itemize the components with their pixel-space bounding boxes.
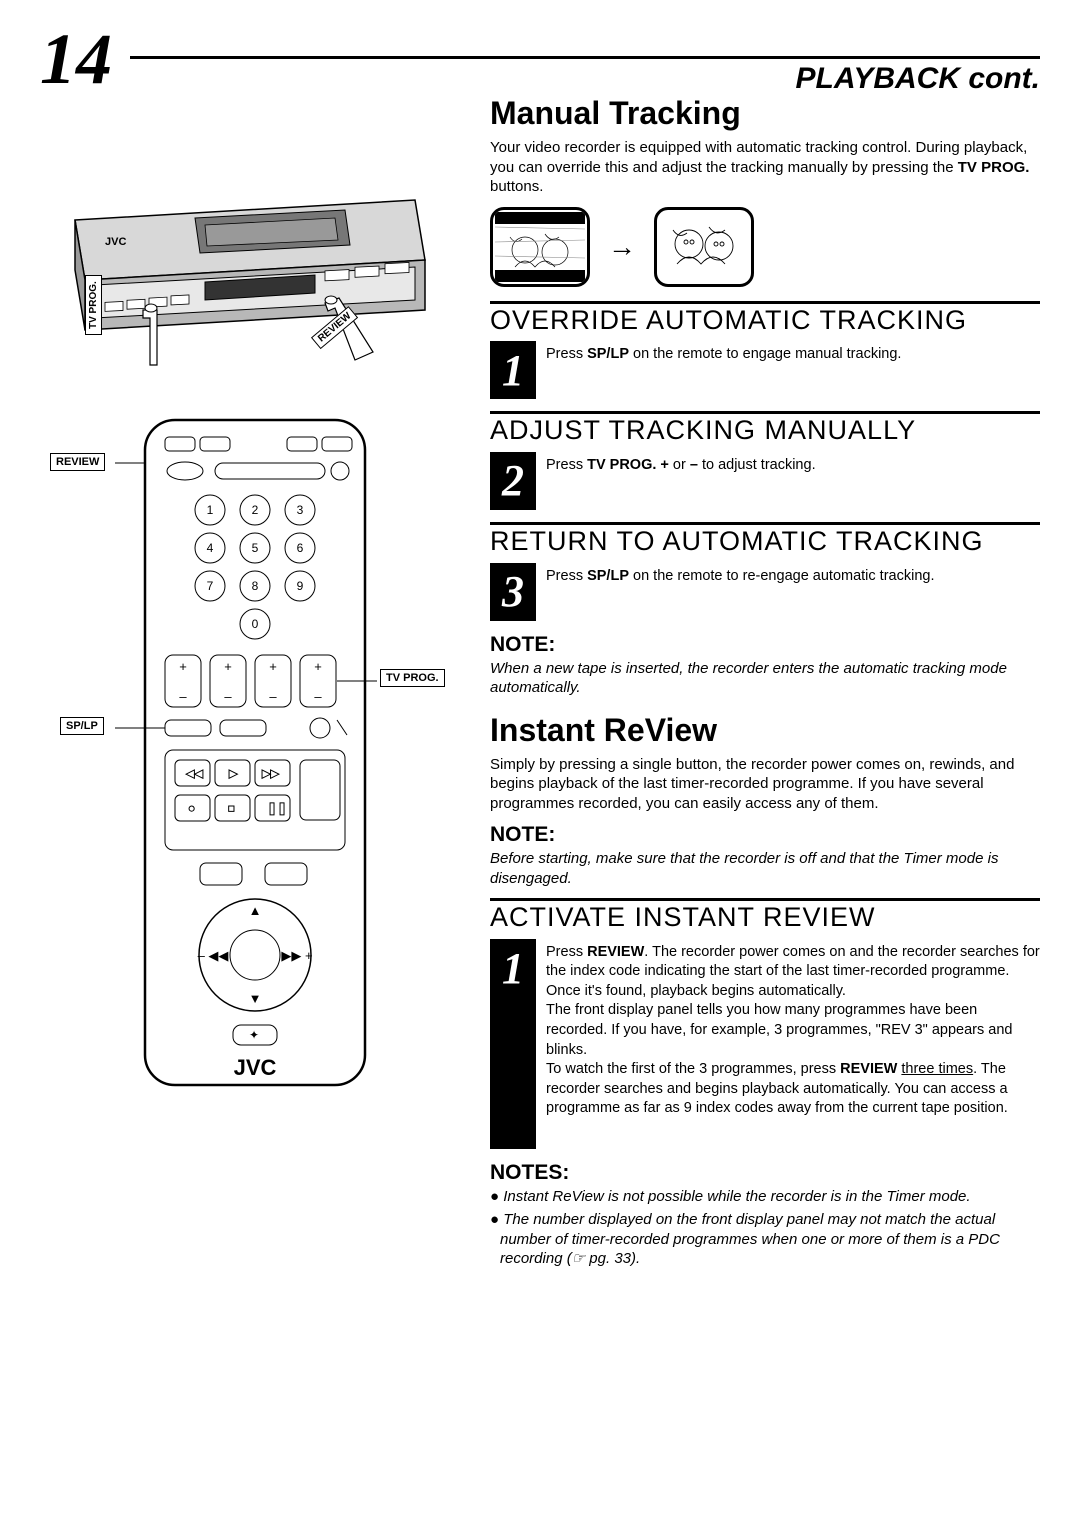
step3-number: 3	[490, 563, 536, 621]
svg-text:◀◀: ◀◀	[186, 768, 203, 780]
tv-clear-icon	[654, 207, 754, 287]
right-column: Manual Tracking Your video recorder is e…	[490, 95, 1040, 1273]
svg-text:8: 8	[252, 579, 259, 593]
page-number: 14	[40, 18, 112, 101]
step1-number: 1	[490, 341, 536, 399]
svg-text:●: ●	[188, 801, 195, 815]
svg-text:1: 1	[207, 503, 214, 517]
step3: RETURN TO AUTOMATIC TRACKING 3 Press SP/…	[490, 522, 1040, 621]
callout-tvprog-vcr: TV PROG.	[85, 275, 102, 335]
svg-text:+: +	[179, 659, 187, 674]
step1-body: Press SP/LP on the remote to engage manu…	[546, 341, 901, 365]
section1-note-text: When a new tape is inserted, the recorde…	[490, 659, 1040, 698]
section1-title: Manual Tracking	[490, 95, 1040, 132]
step2-heading: ADJUST TRACKING MANUALLY	[490, 416, 1040, 446]
svg-text:+: +	[269, 659, 277, 674]
svg-text:– ◀◀: – ◀◀	[198, 948, 229, 963]
step1-heading: OVERRIDE AUTOMATIC TRACKING	[490, 306, 1040, 336]
tv-comparison: →	[490, 207, 1040, 287]
svg-text:9: 9	[297, 579, 304, 593]
section2-note-item: ● The number displayed on the front disp…	[490, 1210, 1040, 1269]
section2-intro: Simply by pressing a single button, the …	[490, 755, 1040, 814]
svg-text:–: –	[179, 689, 187, 704]
section2-step1-number: 1	[490, 939, 536, 1149]
svg-text:JVC: JVC	[234, 1055, 277, 1080]
step1: OVERRIDE AUTOMATIC TRACKING 1 Press SP/L…	[490, 301, 1040, 400]
remote-illustration: 1 2 3 4 5 6 7 8 9 0 + – + – + –	[55, 415, 435, 1100]
section2-note-item: ● Instant ReView is not possible while t…	[490, 1187, 1040, 1207]
callout-splp-remote: SP/LP	[60, 717, 104, 735]
section2-prenote-text: Before starting, make sure that the reco…	[490, 849, 1040, 888]
svg-text:❚❚: ❚❚	[267, 801, 287, 815]
svg-text:■: ■	[228, 803, 235, 815]
svg-text:✦: ✦	[249, 1028, 259, 1042]
tv-noisy-icon	[490, 207, 590, 287]
section1-intro: Your video recorder is equipped with aut…	[490, 138, 1040, 197]
step2-number: 2	[490, 452, 536, 510]
section2-title: Instant ReView	[490, 712, 1040, 749]
svg-text:0: 0	[252, 617, 259, 631]
svg-text:–: –	[269, 689, 277, 704]
svg-text:▶▶ +: ▶▶ +	[281, 948, 312, 963]
hand-tvprog-icon	[143, 304, 157, 365]
svg-text:+: +	[224, 659, 232, 674]
svg-text:4: 4	[207, 541, 214, 555]
step2: ADJUST TRACKING MANUALLY 2 Press TV PROG…	[490, 411, 1040, 510]
svg-text:7: 7	[207, 579, 214, 593]
section1-note-label: NOTE:	[490, 633, 1040, 657]
svg-text:–: –	[224, 689, 232, 704]
svg-text:▶: ▶	[229, 768, 238, 780]
svg-text:▼: ▼	[249, 991, 262, 1006]
left-column: JVC TV PROG. REVIEW	[55, 190, 435, 1100]
svg-text:2: 2	[252, 503, 259, 517]
svg-text:JVC: JVC	[105, 236, 126, 248]
arrow-icon: →	[608, 231, 636, 263]
callout-tvprog-remote: TV PROG.	[380, 669, 445, 687]
svg-text:5: 5	[252, 541, 259, 555]
section2-step1: ACTIVATE INSTANT REVIEW 1 Press REVIEW. …	[490, 898, 1040, 1149]
section2-prenote-label: NOTE:	[490, 823, 1040, 847]
step2-body: Press TV PROG. + or – to adjust tracking…	[546, 452, 816, 476]
vcr-svg: JVC	[55, 190, 435, 370]
svg-text:+: +	[314, 659, 322, 674]
remote-svg: 1 2 3 4 5 6 7 8 9 0 + – + – + –	[115, 415, 395, 1095]
svg-text:6: 6	[297, 541, 304, 555]
section2-step1-body: Press REVIEW. The recorder power comes o…	[546, 939, 1040, 1119]
svg-text:▶▶: ▶▶	[262, 768, 279, 780]
step3-heading: RETURN TO AUTOMATIC TRACKING	[490, 527, 1040, 557]
vcr-illustration: JVC TV PROG. REVIEW	[55, 190, 435, 375]
step3-body: Press SP/LP on the remote to re-engage a…	[546, 563, 934, 587]
callout-review-remote: REVIEW	[50, 453, 105, 471]
section2-notes-label: NOTES:	[490, 1161, 1040, 1185]
section2-notes-list: ● Instant ReView is not possible while t…	[490, 1187, 1040, 1269]
svg-text:3: 3	[297, 503, 304, 517]
svg-text:▲: ▲	[249, 903, 262, 918]
svg-text:–: –	[314, 689, 322, 704]
section2-step1-heading: ACTIVATE INSTANT REVIEW	[490, 903, 1040, 933]
header-rule	[130, 56, 1040, 59]
header-title: PLAYBACK cont.	[796, 62, 1040, 96]
